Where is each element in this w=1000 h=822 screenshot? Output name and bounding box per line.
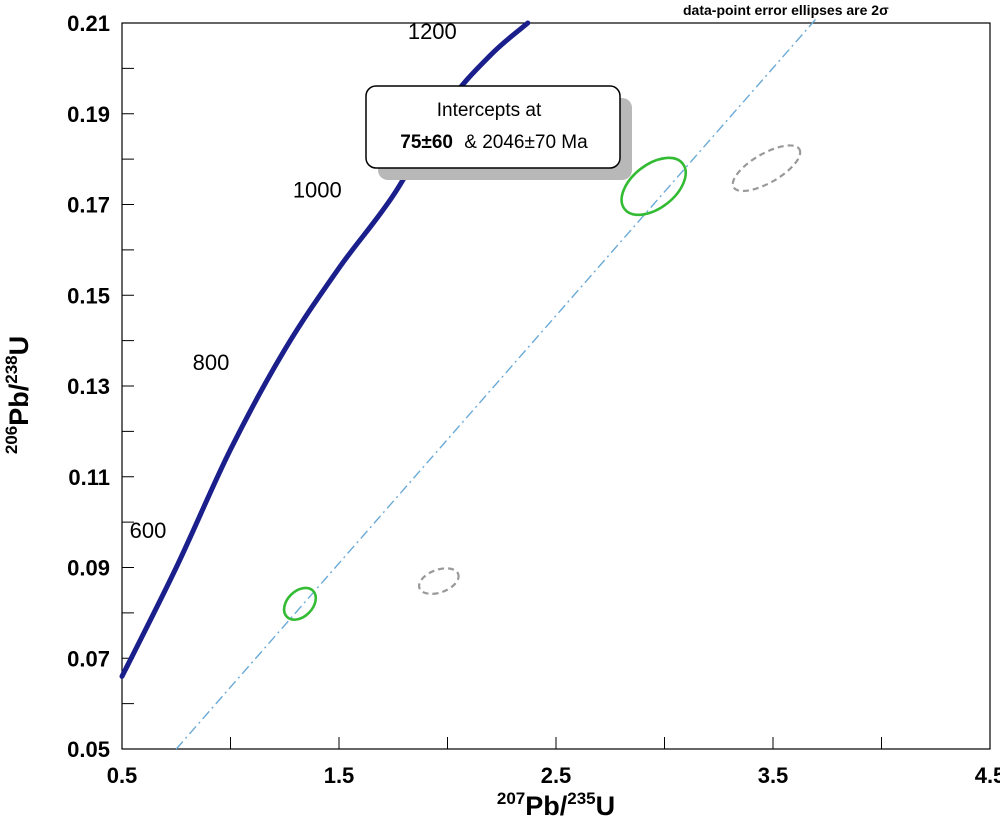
y-axis-title: 206Pb/238U bbox=[2, 336, 34, 454]
concordia-age-labels: 600 800 1000 1200 bbox=[130, 19, 457, 543]
x-axis-title: 207Pb/235U bbox=[497, 789, 615, 821]
y-tick-label: 0.13 bbox=[67, 374, 110, 399]
error-ellipses bbox=[282, 144, 802, 621]
intercept-upper-age: & 2046±70 Ma bbox=[464, 132, 588, 153]
x-tick-label: 2.5 bbox=[541, 763, 572, 788]
y-axis-title-main1: Pb/ bbox=[4, 383, 34, 426]
intercept-box-line2: 75±60 & 2046±70 Ma bbox=[400, 132, 588, 153]
x-axis-title-main2: U bbox=[596, 791, 616, 821]
x-tick-label: 3.5 bbox=[758, 763, 789, 788]
y-tick-label: 0.07 bbox=[67, 646, 110, 671]
error-ellipse bbox=[282, 586, 318, 621]
y-axis-title-main2: U bbox=[4, 336, 34, 356]
y-axis-title-sup1: 206 bbox=[2, 426, 21, 454]
y-tick-label: 0.17 bbox=[67, 193, 110, 218]
y-tick-label: 0.15 bbox=[67, 283, 110, 308]
x-tick-label: 0.5 bbox=[107, 763, 138, 788]
discordia-line bbox=[175, 18, 817, 750]
concordia-age-label: 600 bbox=[130, 518, 167, 543]
x-axis-title-sup1: 207 bbox=[497, 789, 525, 808]
ellipse-note: data-point error ellipses are 2σ bbox=[683, 2, 889, 18]
axis-ticks bbox=[121, 22, 991, 750]
y-tick-label: 0.21 bbox=[67, 11, 110, 36]
x-axis-title-sup2: 235 bbox=[567, 789, 595, 808]
error-ellipse bbox=[620, 156, 687, 217]
intercept-box-frame bbox=[365, 85, 621, 169]
y-tick-label: 0.19 bbox=[67, 102, 110, 127]
y-tick-label: 0.09 bbox=[67, 556, 110, 581]
intercept-lower-age: 75±60 bbox=[400, 132, 453, 153]
x-axis-title-main1: Pb/ bbox=[525, 791, 568, 821]
y-tick-label: 0.05 bbox=[67, 737, 110, 762]
concordia-age-label: 800 bbox=[193, 350, 230, 375]
intercept-box: Intercepts at 75±60 & 2046±70 Ma bbox=[365, 85, 632, 180]
tick-labels: 0.5 1.5 2.5 3.5 4.5 0.05 0.07 0.09 0.11 0.13 0.15 0… bbox=[67, 11, 1000, 788]
concordia-curve bbox=[119, 20, 531, 679]
intercept-box-line1: Intercepts at bbox=[437, 100, 542, 121]
x-tick-label: 4.5 bbox=[975, 763, 1000, 788]
concordia-age-label: 1200 bbox=[408, 19, 457, 44]
excluded-error-ellipse bbox=[417, 567, 460, 595]
y-axis-title-sup2: 238 bbox=[2, 355, 21, 383]
y-tick-label: 0.11 bbox=[68, 465, 110, 490]
excluded-error-ellipse bbox=[731, 144, 802, 193]
x-tick-label: 1.5 bbox=[324, 763, 355, 788]
concordia-age-label: 1000 bbox=[293, 178, 342, 203]
